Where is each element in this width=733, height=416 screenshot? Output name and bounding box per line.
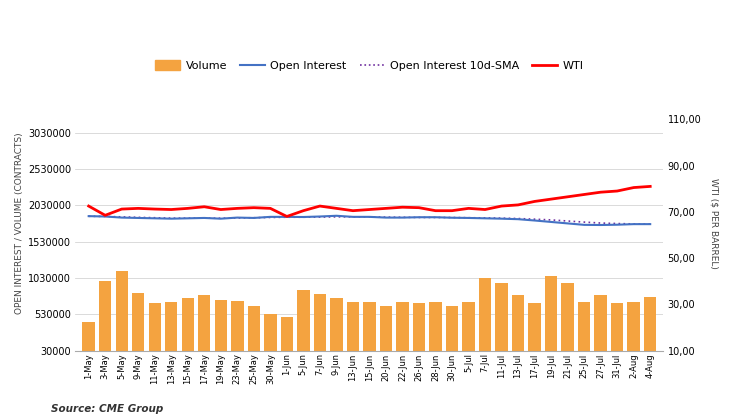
Bar [528,302,541,353]
Bar [198,295,210,353]
Bar [264,314,276,353]
Y-axis label: WTI ($ PER BARREL): WTI ($ PER BARREL) [709,178,718,269]
Bar [496,283,508,353]
Bar [627,302,640,353]
Bar [479,278,491,353]
Bar [413,303,425,353]
Bar [281,317,293,353]
Bar [397,302,409,353]
Bar [83,322,95,353]
Bar [512,295,524,353]
Bar [430,302,442,353]
Bar [611,303,623,353]
Bar [314,294,326,353]
Bar [578,302,590,353]
Bar [99,281,111,353]
Bar [149,302,161,353]
Bar [364,302,375,353]
Bar [297,290,309,353]
Bar [165,302,177,353]
Bar [116,271,128,353]
Bar [380,305,392,353]
Bar [446,305,458,353]
Bar [132,293,144,353]
Bar [182,297,194,353]
Bar [248,305,260,353]
Bar [594,295,607,353]
Bar [561,283,574,353]
Bar [463,302,475,353]
Y-axis label: OPEN INTEREST / VOLUME (CONTRACTS): OPEN INTEREST / VOLUME (CONTRACTS) [15,133,24,314]
Bar [545,277,557,353]
Legend: Volume, Open Interest, Open Interest 10d-SMA, WTI: Volume, Open Interest, Open Interest 10d… [151,56,588,75]
Bar [215,300,227,353]
Bar [644,297,656,353]
Bar [231,301,243,353]
Text: Source: CME Group: Source: CME Group [51,404,163,414]
Bar [330,297,342,353]
Bar [347,302,359,353]
